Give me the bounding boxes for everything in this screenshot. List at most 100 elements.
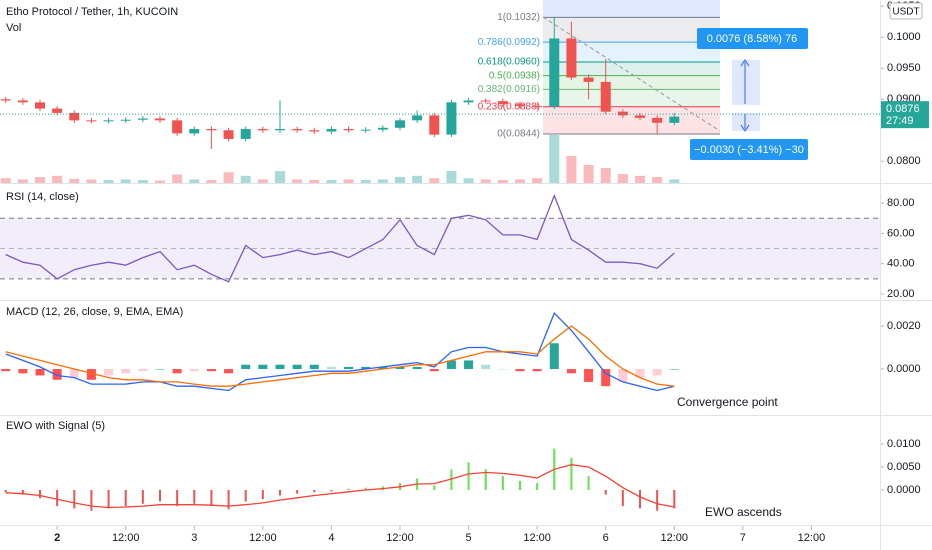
histogram-bar: [330, 489, 333, 492]
volume-bar: [429, 178, 440, 183]
fib-band: [543, 62, 720, 76]
series-line: [5, 464, 675, 509]
histogram-bar: [155, 369, 165, 370]
volume-bar: [257, 179, 268, 183]
histogram-bar: [86, 369, 96, 380]
x-tick-label: 12:00: [386, 532, 414, 544]
candle-body: [103, 120, 114, 122]
ewo-title: EWO with Signal (5): [6, 420, 105, 432]
histogram-bar: [193, 489, 196, 504]
histogram-bar: [570, 457, 573, 490]
volume-bar: [343, 179, 354, 183]
annotation: Convergence point: [677, 395, 778, 409]
volume-bar: [497, 180, 508, 183]
histogram-bar: [501, 476, 504, 490]
volume-bar: [583, 165, 594, 183]
histogram-bar: [73, 489, 76, 509]
volume-bar: [635, 175, 645, 183]
candle-body: [549, 38, 560, 107]
volume-bar: [120, 179, 131, 183]
candle-body: [395, 120, 405, 128]
histogram-bar: [18, 369, 28, 374]
candle-body: [412, 115, 423, 121]
histogram-bar: [464, 360, 474, 370]
currency-label[interactable]: USDT: [892, 7, 919, 18]
currency-box[interactable]: [889, 2, 923, 20]
histogram-bar: [56, 489, 59, 507]
histogram-bar: [498, 369, 508, 370]
x-tick-label: 6: [603, 532, 609, 544]
histogram-bar: [433, 485, 436, 490]
x-tick-label: 12:00: [661, 532, 689, 544]
candle-body: [52, 108, 63, 113]
y-tick-label: 20.00: [887, 288, 915, 300]
x-tick-label: 12:00: [523, 532, 551, 544]
volume-bar: [463, 178, 474, 183]
fib-band: [543, 89, 720, 107]
series-line: [5, 325, 675, 387]
histogram-bar: [275, 364, 285, 370]
fib-label: 0.5(0.0938): [489, 70, 540, 81]
candle-body: [566, 38, 577, 78]
candle-body: [429, 115, 440, 135]
series-line: [5, 312, 675, 392]
x-tick-label: 12:00: [112, 532, 140, 544]
histogram-bar: [484, 469, 487, 490]
histogram-bar: [244, 489, 247, 502]
volume-bar: [480, 179, 491, 183]
x-tick-label: 4: [328, 532, 334, 544]
candle-body: [617, 111, 628, 116]
histogram-bar: [669, 369, 679, 370]
measure-box: [690, 139, 808, 160]
candle-body: [600, 81, 611, 112]
volume-bar: [446, 171, 457, 183]
histogram-bar: [601, 369, 611, 387]
y-tick-label: 0.0100: [887, 438, 921, 450]
volume-bar: [395, 177, 405, 183]
candle-body: [0, 99, 11, 101]
candle-body: [309, 130, 320, 132]
histogram-bar: [159, 489, 161, 502]
histogram-bar: [69, 369, 79, 378]
histogram-bar: [446, 360, 456, 370]
histogram-bar: [621, 489, 624, 507]
volume-bar: [206, 180, 217, 183]
plot-layer: 0.10500.10000.09500.09000.08001(0.1032)0…: [0, 0, 921, 544]
candle-body: [497, 101, 508, 105]
histogram-bar: [639, 489, 641, 509]
candle-body: [360, 129, 371, 131]
fib-label: 0(0.0844): [497, 129, 540, 140]
histogram-bar: [1, 369, 11, 372]
candle-body: [257, 129, 268, 131]
candle-body: [35, 102, 45, 109]
fib-band: [543, 17, 720, 43]
histogram-bar: [549, 343, 559, 370]
annotation: EWO ascends: [705, 505, 782, 519]
y-tick-label: 0.0000: [887, 363, 921, 375]
histogram-bar: [121, 369, 131, 374]
chart-title: Etho Protocol / Tether, 1h, KUCOIN: [6, 6, 178, 18]
candle-body: [532, 106, 543, 108]
fib-label: 0.382(0.0916): [478, 84, 540, 95]
histogram-bar: [138, 369, 148, 372]
histogram-bar: [395, 366, 405, 370]
measure-label: 0.0076 (8.58%) 76: [707, 33, 798, 45]
candle-body: [377, 127, 388, 130]
volume-bar: [532, 178, 543, 183]
fib-label: 0.236(0.0888): [478, 101, 540, 112]
histogram-bar: [279, 489, 281, 496]
volume-bar: [669, 179, 680, 183]
volume-bar: [189, 179, 200, 183]
volume-bar: [275, 171, 285, 183]
candle-body: [223, 130, 234, 139]
histogram-bar: [189, 369, 199, 372]
histogram-bar: [21, 489, 24, 495]
candle-body: [669, 116, 680, 123]
macd-title: MACD (12, 26, close, 9, EMA, EMA): [6, 306, 183, 318]
candle-body: [206, 129, 217, 131]
volume-bar: [103, 180, 114, 183]
candle-body: [137, 118, 148, 120]
candle-body: [652, 117, 663, 123]
